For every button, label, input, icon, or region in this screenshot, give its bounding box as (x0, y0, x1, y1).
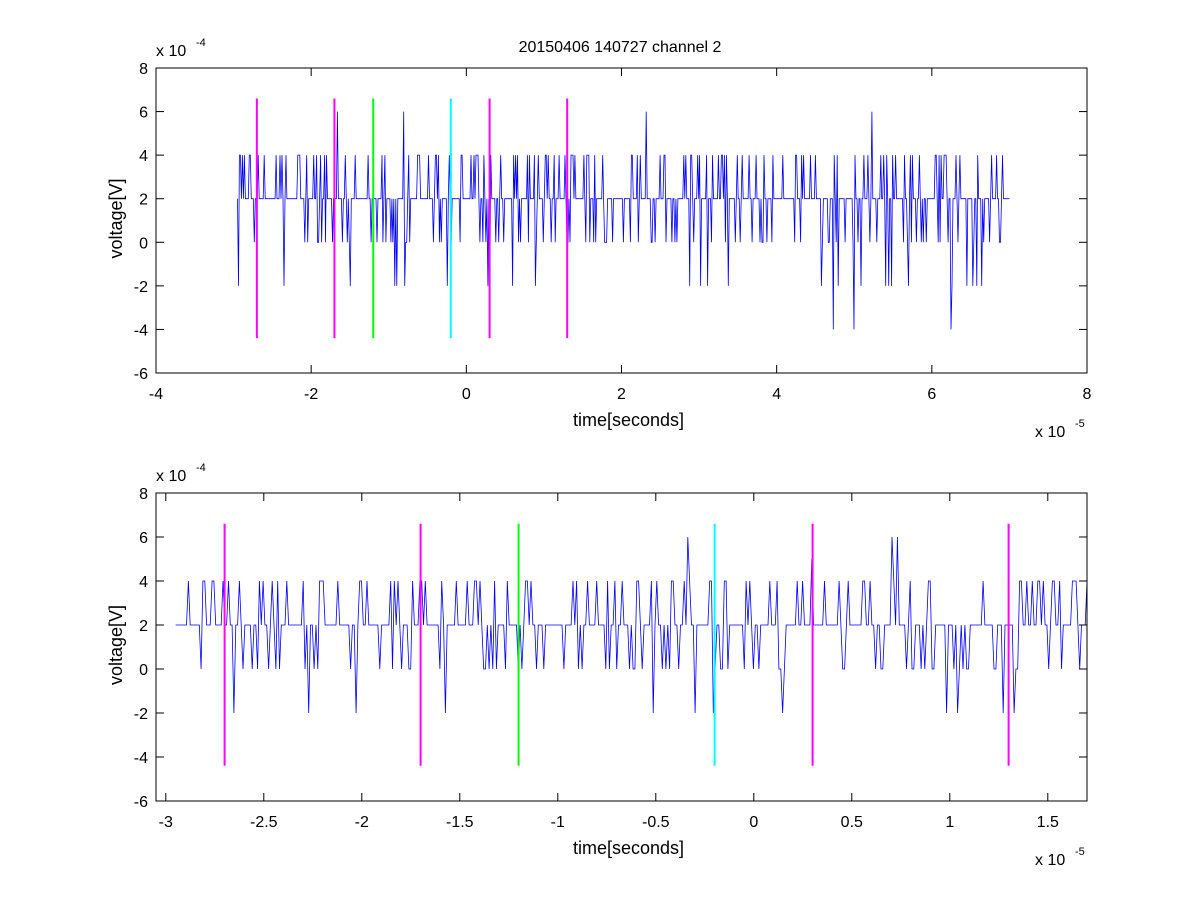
y-tick-label: 4 (139, 148, 148, 165)
x-axis-label: time[seconds] (573, 838, 684, 858)
x-tick-label: 4 (772, 386, 781, 403)
y-tick-label: -4 (134, 322, 148, 339)
x-tick-label: 1.5 (1037, 814, 1059, 831)
y-exponent-label: x 10 (156, 468, 186, 485)
y-tick-label: 0 (139, 235, 148, 252)
y-tick-label: -6 (134, 794, 148, 811)
top-plot: -4 -2 0 2 4 6 8-6-4-202468time[seconds]voltage… (106, 37, 1092, 441)
y-tick-label: 2 (139, 192, 148, 209)
y-tick-label: -2 (134, 279, 148, 296)
x-tick-label: 0.5 (841, 814, 863, 831)
x-tick-label: -0.5 (642, 814, 670, 831)
signal-trace (175, 536, 1088, 714)
x-axis-label: time[seconds] (573, 410, 684, 430)
x-tick-label: 6 (927, 386, 936, 403)
y-tick-label: 4 (139, 574, 148, 591)
x-tick-label: -1 (551, 814, 565, 831)
x-exponent-power: -5 (1075, 418, 1085, 430)
x-tick-label: -2 (304, 386, 318, 403)
x-tick-label: 0 (462, 386, 471, 403)
x-tick-label: -1.5 (446, 814, 474, 831)
x-tick-label: 8 (1083, 386, 1092, 403)
axes-box (155, 492, 1088, 802)
x-tick-label: -4 (149, 386, 163, 403)
y-tick-label: 0 (139, 662, 148, 679)
y-axis-label: voltage[V] (106, 605, 126, 685)
y-tick-label: 6 (139, 530, 148, 547)
x-tick-label: 1 (945, 814, 954, 831)
y-tick-label: -2 (134, 706, 148, 723)
y-exponent-label: x 10 (156, 43, 186, 60)
y-tick-label: -6 (134, 366, 148, 383)
x-tick-label: 2 (617, 386, 626, 403)
y-tick-label: 6 (139, 105, 148, 122)
x-tick-label: -2 (355, 814, 369, 831)
x-tick-label: -3 (159, 814, 173, 831)
figure-title: 20150406 140727 channel 2 (519, 39, 722, 56)
x-exponent-power: -5 (1075, 846, 1085, 858)
y-axis-label: voltage[V] (106, 178, 126, 258)
x-tick-label: -2.5 (250, 814, 278, 831)
y-exponent-power: -4 (196, 37, 206, 49)
bottom-plot: -3 -2.5 -2 -1.5 -1 -0.5 0 0.5 1 1.5 -6 -4 -2 0 2 4 6 8 tim… (106, 462, 1088, 869)
x-tick-label: 0 (749, 814, 758, 831)
y-tick-label: -4 (134, 750, 148, 767)
signal-trace (237, 111, 1010, 330)
y-exponent-power: -4 (196, 462, 206, 474)
y-tick-label: 2 (139, 618, 148, 635)
y-tick-label: 8 (139, 486, 148, 503)
x-exponent-label: x 10 (1035, 852, 1065, 869)
x-exponent-label: x 10 (1035, 424, 1065, 441)
y-tick-label: 8 (139, 61, 148, 78)
